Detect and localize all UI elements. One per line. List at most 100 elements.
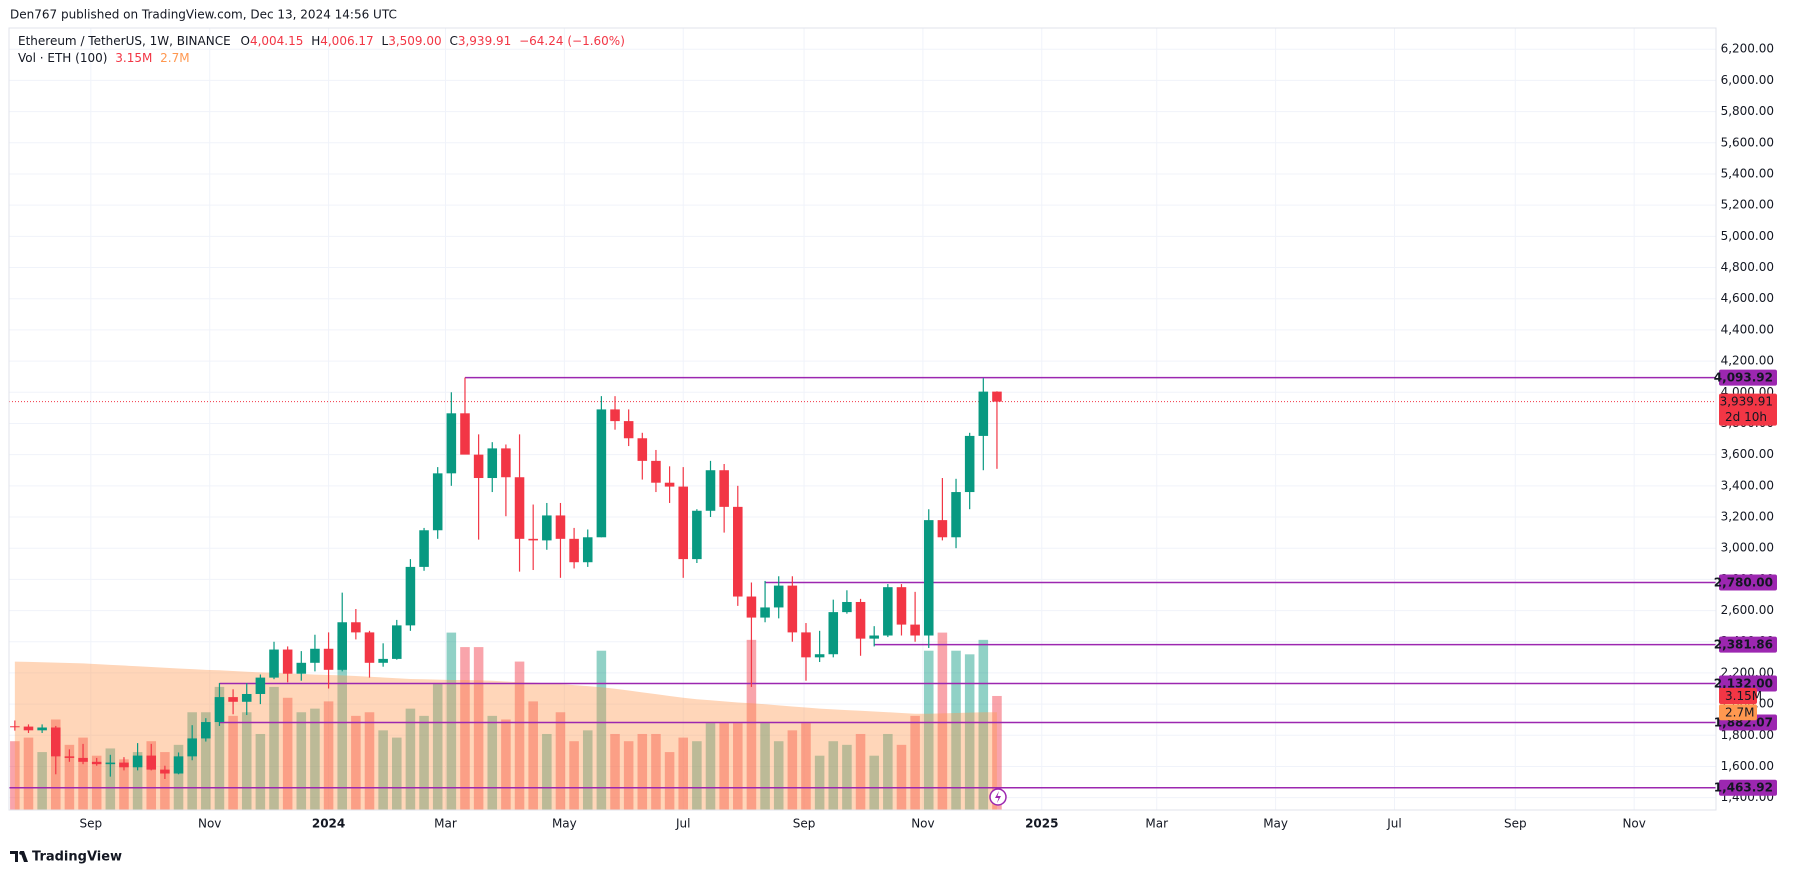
candle-body bbox=[392, 625, 402, 659]
change: −64.24 (−1.60%) bbox=[519, 34, 625, 48]
volume-tag bbox=[1719, 687, 1757, 704]
volume-bar bbox=[828, 741, 839, 810]
candle-body bbox=[173, 756, 184, 774]
publish-info: Den767 published on TradingView.com, Dec… bbox=[10, 8, 397, 22]
ohlc-value: 3,939.91 bbox=[458, 34, 511, 48]
volume-bar bbox=[296, 712, 307, 810]
volume-bar bbox=[351, 715, 361, 810]
line-tag-label: 2,381.86 bbox=[1714, 638, 1773, 652]
line-tag bbox=[1719, 779, 1777, 796]
volume-bar bbox=[364, 712, 375, 810]
volume-bar bbox=[678, 737, 689, 810]
volume-bar bbox=[214, 686, 225, 810]
candle-body bbox=[119, 762, 129, 768]
volume-bar bbox=[241, 712, 252, 810]
volume-bar bbox=[37, 752, 47, 810]
x-tick-label: Sep bbox=[1504, 817, 1527, 831]
line-tag-label: 2,132.00 bbox=[1714, 677, 1773, 691]
candle-body bbox=[78, 757, 88, 762]
volume-bar bbox=[64, 744, 75, 810]
candle-body bbox=[801, 632, 811, 658]
volume-bar bbox=[896, 744, 907, 810]
line-tag bbox=[1719, 636, 1777, 653]
x-tick-label: 2024 bbox=[312, 817, 345, 831]
x-tick-label: Jul bbox=[675, 817, 690, 831]
candle-body bbox=[637, 438, 648, 461]
ohlc-key: L bbox=[382, 34, 389, 48]
volume-bar bbox=[419, 715, 429, 810]
volume-bar bbox=[378, 730, 388, 810]
candle-body bbox=[514, 477, 525, 539]
candle-body bbox=[241, 693, 252, 702]
candle-body bbox=[610, 409, 620, 422]
volume-bar bbox=[978, 639, 989, 810]
volume-bar bbox=[528, 701, 538, 810]
candle-body bbox=[146, 755, 157, 770]
volume-bar bbox=[105, 748, 116, 810]
volume-bar bbox=[501, 719, 511, 810]
volume-bar bbox=[269, 686, 279, 810]
candle-body bbox=[842, 601, 852, 613]
candle-body bbox=[187, 738, 197, 757]
y-tick-label: 5,400.00 bbox=[1721, 166, 1774, 180]
candle-body bbox=[501, 448, 511, 478]
line-tag-label: 2,780.00 bbox=[1714, 575, 1773, 589]
y-tick-label: 5,200.00 bbox=[1721, 198, 1774, 212]
x-tick-label: Nov bbox=[1622, 817, 1645, 831]
y-tick-label: 3,600.00 bbox=[1721, 447, 1774, 461]
candle-body bbox=[664, 482, 675, 487]
candle-body bbox=[473, 454, 484, 479]
candle-body bbox=[364, 632, 375, 663]
candle-body bbox=[542, 515, 552, 541]
volume-legend: Vol · ETH (100) 3.15M 2.7M bbox=[18, 51, 190, 65]
candle-body bbox=[10, 726, 20, 728]
y-tick-label: 3,200.00 bbox=[1721, 510, 1774, 524]
candle-body bbox=[678, 486, 689, 560]
logo-dot bbox=[19, 851, 23, 855]
volume-bar bbox=[719, 723, 729, 810]
candle-body bbox=[460, 413, 470, 455]
y-tick-label: 1,600.00 bbox=[1721, 759, 1774, 773]
candle-body bbox=[64, 756, 75, 758]
volume-bar bbox=[542, 733, 552, 810]
volume-bar bbox=[392, 737, 402, 810]
y-tick-label: 3,400.00 bbox=[1721, 478, 1774, 492]
logo[interactable]: TradingView bbox=[10, 850, 122, 865]
volume-bar bbox=[310, 708, 320, 810]
y-tick-label: 5,600.00 bbox=[1721, 135, 1774, 149]
volume-tag-label: 3.15M bbox=[1725, 689, 1762, 703]
candle-body bbox=[405, 566, 416, 626]
candle-body bbox=[896, 587, 907, 625]
candle-body bbox=[201, 722, 211, 739]
volume-bar bbox=[910, 715, 920, 810]
volume-bar bbox=[705, 723, 716, 810]
replay-icon[interactable] bbox=[989, 788, 1007, 806]
volume-bar bbox=[842, 744, 852, 810]
volume-bar bbox=[187, 712, 197, 810]
candle-body bbox=[487, 448, 498, 479]
volume-value: 3.15M bbox=[115, 51, 152, 65]
y-tick-label: 5,000.00 bbox=[1721, 229, 1774, 243]
candle-body bbox=[787, 585, 798, 633]
line-tag-label: 1,463.92 bbox=[1714, 781, 1773, 795]
candle-body bbox=[132, 755, 143, 768]
candle-body bbox=[432, 473, 443, 531]
y-tick-label: 4,200.00 bbox=[1721, 354, 1774, 368]
volume-bar bbox=[405, 708, 416, 810]
candle-body bbox=[228, 697, 238, 702]
ohlc-key: H bbox=[311, 34, 320, 48]
candle-body bbox=[733, 506, 743, 597]
ohlc-value: 3,509.00 bbox=[388, 34, 441, 48]
icon-bolt bbox=[995, 791, 1001, 803]
volume-bar bbox=[869, 755, 879, 810]
volume-bar bbox=[282, 697, 293, 810]
volume-bar bbox=[964, 654, 975, 810]
y-tick-label: 4,800.00 bbox=[1721, 260, 1774, 274]
candle-body bbox=[992, 391, 1002, 402]
candle-body bbox=[528, 538, 538, 541]
x-tick-label: Nov bbox=[911, 817, 934, 831]
volume-bar bbox=[855, 733, 866, 810]
candle-body bbox=[310, 648, 320, 663]
